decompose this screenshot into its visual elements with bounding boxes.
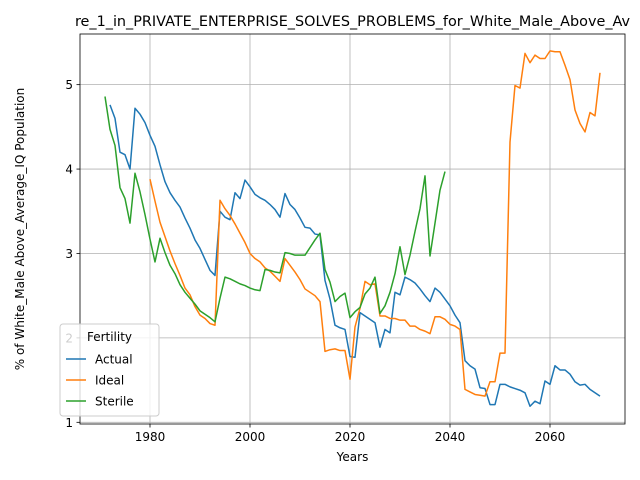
series-line-ideal: [149, 50, 601, 397]
y-tick-label: 1: [65, 416, 73, 430]
series-line-actual: [109, 104, 601, 408]
axis-ticks: 1980200020202040206012345: [65, 78, 565, 444]
legend-label-sterile: Sterile: [95, 395, 134, 409]
y-tick-label: 4: [65, 163, 73, 177]
x-tick-label: 2000: [235, 430, 266, 444]
x-tick-label: 2040: [435, 430, 466, 444]
legend-title: Fertility: [87, 330, 132, 344]
x-axis-label: Years: [336, 450, 369, 464]
legend-label-ideal: Ideal: [95, 374, 124, 388]
series-lines: [104, 50, 601, 408]
y-tick-label: 3: [65, 247, 73, 261]
legend-label-actual: Actual: [95, 353, 133, 367]
legend: Fertility Actual Ideal Sterile: [59, 323, 160, 417]
chart-title: re_1_in_PRIVATE_ENTERPRISE_SOLVES_PROBLE…: [75, 14, 631, 30]
x-tick-label: 2020: [335, 430, 366, 444]
series-line-sterile: [104, 96, 446, 323]
legend-box: [59, 323, 160, 417]
y-axis-label: % of White_Male Above_Average_IQ Populat…: [13, 88, 27, 371]
legend-entries: Actual Ideal Sterile: [66, 353, 134, 409]
y-tick-label: 5: [65, 78, 73, 92]
x-tick-label: 2060: [535, 430, 566, 444]
x-tick-label: 1980: [135, 430, 166, 444]
plot-frame: [79, 33, 626, 425]
